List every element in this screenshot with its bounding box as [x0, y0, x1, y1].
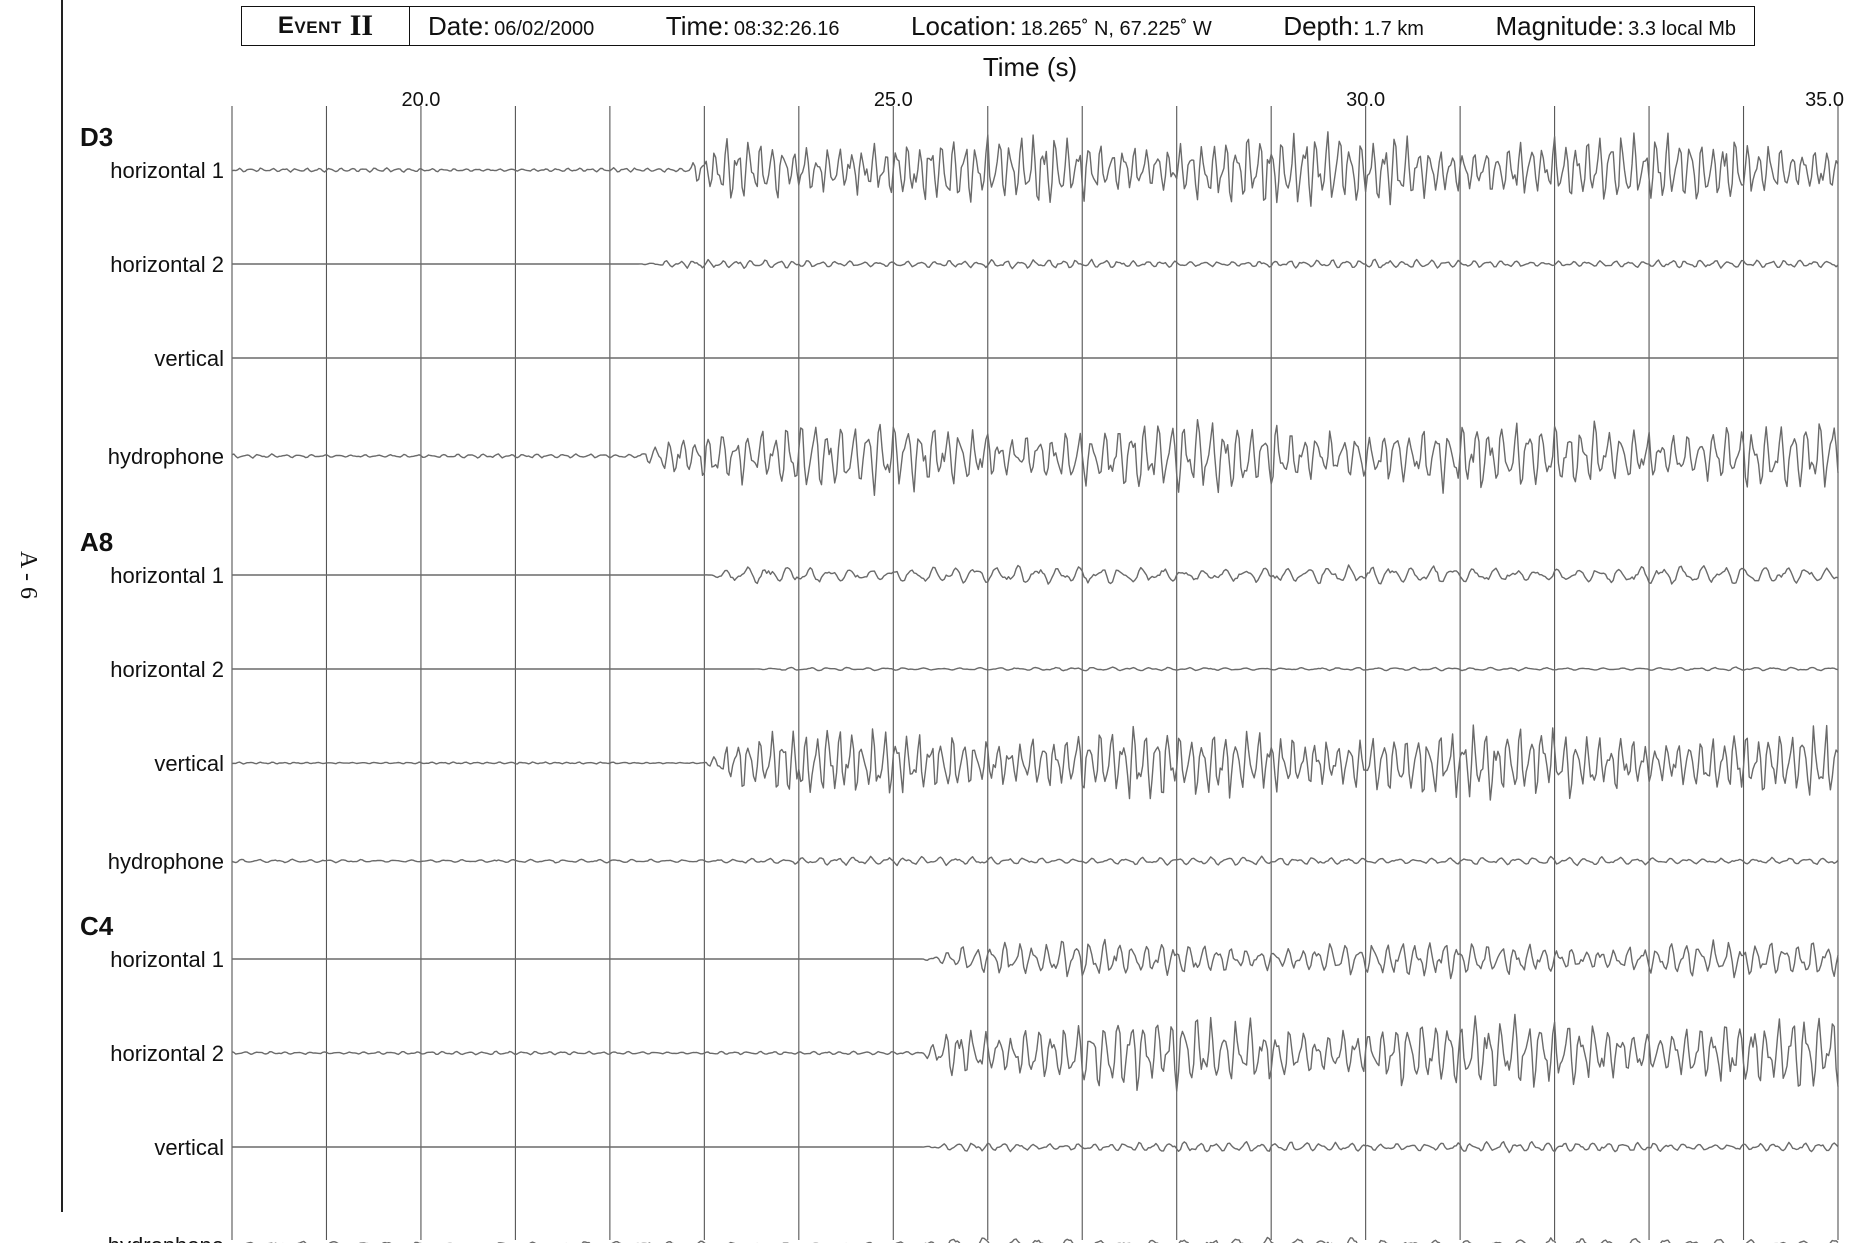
station-label: A8: [80, 527, 113, 557]
channel-label: vertical: [154, 346, 224, 371]
date-field: Date: 06/02/2000: [428, 11, 594, 42]
event-word: Event: [277, 12, 342, 39]
channel-label: hydrophone: [108, 444, 224, 469]
location-label: Location:: [911, 10, 1017, 41]
waveform-trace: [231, 724, 1839, 801]
channel-label: horizontal 1: [110, 158, 224, 183]
waveform-trace: [231, 1013, 1839, 1092]
station-label: D3: [80, 122, 113, 152]
x-tick-label: 35.0: [1805, 89, 1844, 111]
waveform-trace: [231, 855, 1839, 867]
magnitude-label: Magnitude:: [1495, 10, 1625, 41]
depth-field: Depth: 1.7 km: [1283, 11, 1424, 42]
waveform-trace: [231, 419, 1839, 496]
channel-label: hydrophone: [108, 849, 224, 874]
waveform-trace: [232, 666, 1839, 672]
station-label: C4: [80, 911, 114, 941]
magnitude-field: Magnitude: 3.3 local Mb: [1495, 11, 1736, 42]
time-label: Time:: [665, 10, 730, 41]
waveform-trace: [231, 131, 1839, 207]
channel-label: horizontal 2: [110, 1041, 224, 1066]
channel-label: horizontal 2: [110, 252, 224, 277]
event-number: II: [349, 9, 374, 42]
channel-label: horizontal 1: [110, 563, 224, 588]
location-field: Location: 18.265˚ N, 67.225˚ W: [911, 11, 1212, 42]
date-value: 06/02/2000: [494, 17, 595, 40]
channel-label: hydrophone: [108, 1233, 224, 1243]
x-tick-label: 25.0: [874, 89, 913, 111]
x-tick-label: 30.0: [1346, 89, 1385, 111]
channel-label: vertical: [154, 751, 224, 776]
page-margin-rule: [61, 0, 63, 1212]
date-label: Date:: [428, 10, 491, 41]
channel-label: vertical: [154, 1135, 224, 1160]
event-header: Event II Date: 06/02/2000 Time: 08:32:26.1…: [241, 6, 1755, 46]
x-tick-label: 20.0: [401, 89, 440, 111]
event-info: Date: 06/02/2000 Time: 08:32:26.16 Locatio…: [410, 11, 1754, 42]
location-value: 18.265˚ N, 67.225˚ W: [1020, 17, 1212, 40]
magnitude-value: 3.3 local Mb: [1628, 17, 1736, 40]
x-axis-ticks: 20.0 25.0 30.0 35.0: [401, 89, 1844, 111]
time-value: 08:32:26.16: [733, 17, 840, 40]
depth-value: 1.7 km: [1363, 17, 1424, 40]
time-gridlines: [231, 106, 1839, 1240]
waveform-trace: [245, 1236, 1839, 1243]
waveform-trace: [232, 938, 1839, 980]
waveform-trace: [232, 1141, 1839, 1154]
x-axis-title: Time (s): [983, 52, 1077, 82]
waveform-trace: [232, 564, 1839, 585]
channel-label: horizontal 1: [110, 947, 224, 972]
trace-labels: D3 horizontal 1 horizontal 2 vertical hydrop…: [80, 122, 224, 1243]
time-field: Time: 08:32:26.16: [666, 11, 840, 42]
channel-label: horizontal 2: [110, 657, 224, 682]
event-id: Event II: [242, 7, 410, 45]
waveform-traces: [231, 131, 1839, 1243]
waveform-trace: [232, 258, 1839, 270]
depth-label: Depth:: [1283, 10, 1360, 41]
